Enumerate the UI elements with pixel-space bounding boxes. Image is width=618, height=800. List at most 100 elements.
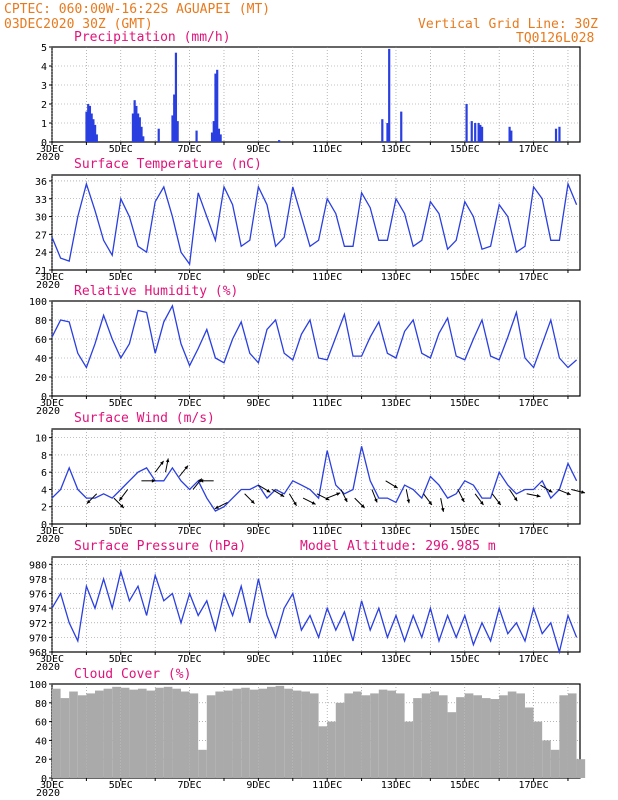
cloud-bar xyxy=(361,695,371,778)
precip-bar xyxy=(219,134,222,142)
cloud-bar xyxy=(103,688,113,778)
precip-bar xyxy=(195,130,198,142)
cloud-bar xyxy=(241,687,250,778)
x-tick-label: 7DEC xyxy=(178,144,202,155)
precip-bar xyxy=(95,134,98,142)
x-tick-label: 11DEC xyxy=(312,780,342,791)
cloud-bar xyxy=(335,702,345,778)
station-header: CPTEC: 060:00W-16:22S AGUAPEI (MT) xyxy=(4,2,270,17)
cloud-bar xyxy=(499,695,508,778)
cloud-bar xyxy=(533,721,543,778)
x-tick-label: 13DEC xyxy=(381,398,411,409)
cloud-bar xyxy=(413,698,422,778)
panel-subtitle: Model Altitude: 296.985 m xyxy=(300,539,496,554)
panel-4: 968 970 972 974 976 978 980 3DEC 5DEC 7DEC 9DEC 11D… xyxy=(29,539,581,673)
wind-arrow-head xyxy=(497,501,501,505)
cloud-bar xyxy=(292,690,302,778)
x-tick-label: 11DEC xyxy=(312,654,342,665)
wind-arrow-head xyxy=(360,504,365,508)
cloud-bar xyxy=(284,688,293,778)
panel-title: Surface Pressure (hPa) xyxy=(74,539,246,554)
wind-arrow-head xyxy=(214,505,219,509)
cloud-bar xyxy=(275,685,285,778)
precip-bar xyxy=(477,123,480,142)
cloud-bar xyxy=(567,693,577,778)
y-tick-label: 21 xyxy=(35,266,47,277)
y-tick-label: 974 xyxy=(29,604,47,615)
cloud-bar xyxy=(378,689,388,778)
cloud-bar xyxy=(223,690,233,778)
cloud-bar xyxy=(524,707,534,778)
x-tick-label: 9DEC xyxy=(246,526,270,537)
cloud-bar xyxy=(189,693,199,778)
year-label: 2020 xyxy=(36,280,60,291)
cloud-bar xyxy=(146,690,156,778)
precip-bar xyxy=(174,52,178,143)
x-tick-label: 17DEC xyxy=(519,272,549,283)
wind-arrow-head xyxy=(165,458,170,463)
cloud-bar xyxy=(215,691,224,778)
cloud-bar xyxy=(309,693,319,778)
cloud-bar xyxy=(550,749,560,778)
precip-bar xyxy=(480,126,484,142)
x-tick-label: 5DEC xyxy=(109,272,133,283)
cloud-bar xyxy=(516,693,525,778)
x-tick-label: 9DEC xyxy=(246,272,270,283)
x-tick-label: 15DEC xyxy=(450,654,480,665)
x-tick-label: 7DEC xyxy=(178,398,202,409)
x-tick-label: 7DEC xyxy=(178,272,202,283)
y-tick-label: 80 xyxy=(35,316,47,327)
cloud-bar xyxy=(129,689,138,778)
y-tick-label: 970 xyxy=(29,633,47,644)
x-tick-label: 5DEC xyxy=(109,144,133,155)
y-tick-label: 20 xyxy=(35,373,47,384)
y-tick-label: 6 xyxy=(41,468,47,479)
wind-arrow-head xyxy=(336,492,341,496)
precip-bar xyxy=(176,121,179,142)
precip-bar xyxy=(133,100,136,142)
cloud-bar xyxy=(69,691,78,778)
x-tick-label: 13DEC xyxy=(381,526,411,537)
cloud-bar xyxy=(94,690,104,778)
precip-bar xyxy=(216,69,219,142)
precip-bar xyxy=(157,128,160,142)
wind-arrow-head xyxy=(120,504,124,508)
cloud-bar xyxy=(456,697,465,778)
wind-arrow-head xyxy=(86,499,91,504)
x-tick-label: 5DEC xyxy=(109,526,133,537)
precip-bar xyxy=(210,132,214,142)
wind-arrow-head xyxy=(293,501,297,506)
cloud-bar xyxy=(120,687,130,778)
series-line xyxy=(51,446,578,512)
vertical-grid-note: Vertical Grid Line: 30Z xyxy=(418,17,598,32)
wind-arrow-head xyxy=(479,501,484,505)
x-tick-label: 11DEC xyxy=(312,526,342,537)
y-tick-label: 0 xyxy=(41,774,47,785)
year-label: 2020 xyxy=(36,534,60,545)
y-tick-label: 972 xyxy=(29,619,47,630)
cloud-bar xyxy=(206,695,216,778)
y-tick-label: 968 xyxy=(29,648,47,659)
x-tick-label: 3DEC xyxy=(40,272,64,283)
precip-bar xyxy=(171,115,174,142)
x-tick-label: 9DEC xyxy=(246,654,270,665)
wind-arrow-head xyxy=(581,490,585,494)
y-tick-label: 980 xyxy=(29,560,47,571)
x-tick-label: 13DEC xyxy=(381,780,411,791)
wind-arrow-head xyxy=(536,494,541,498)
cloud-bar xyxy=(421,693,431,778)
panel-frame xyxy=(51,174,581,271)
precip-bar xyxy=(138,117,141,142)
cloud-bar xyxy=(172,688,181,778)
y-tick-label: 20 xyxy=(35,755,47,766)
x-tick-label: 7DEC xyxy=(178,526,202,537)
y-tick-label: 2 xyxy=(41,100,47,111)
x-tick-label: 11DEC xyxy=(312,398,342,409)
cloud-bar xyxy=(473,695,482,778)
y-tick-label: 0 xyxy=(41,520,47,531)
y-tick-label: 33 xyxy=(35,195,47,206)
precip-bar xyxy=(85,111,88,142)
precip-bar xyxy=(142,136,145,142)
x-tick-label: 3DEC xyxy=(40,144,64,155)
precip-bar xyxy=(386,123,389,142)
